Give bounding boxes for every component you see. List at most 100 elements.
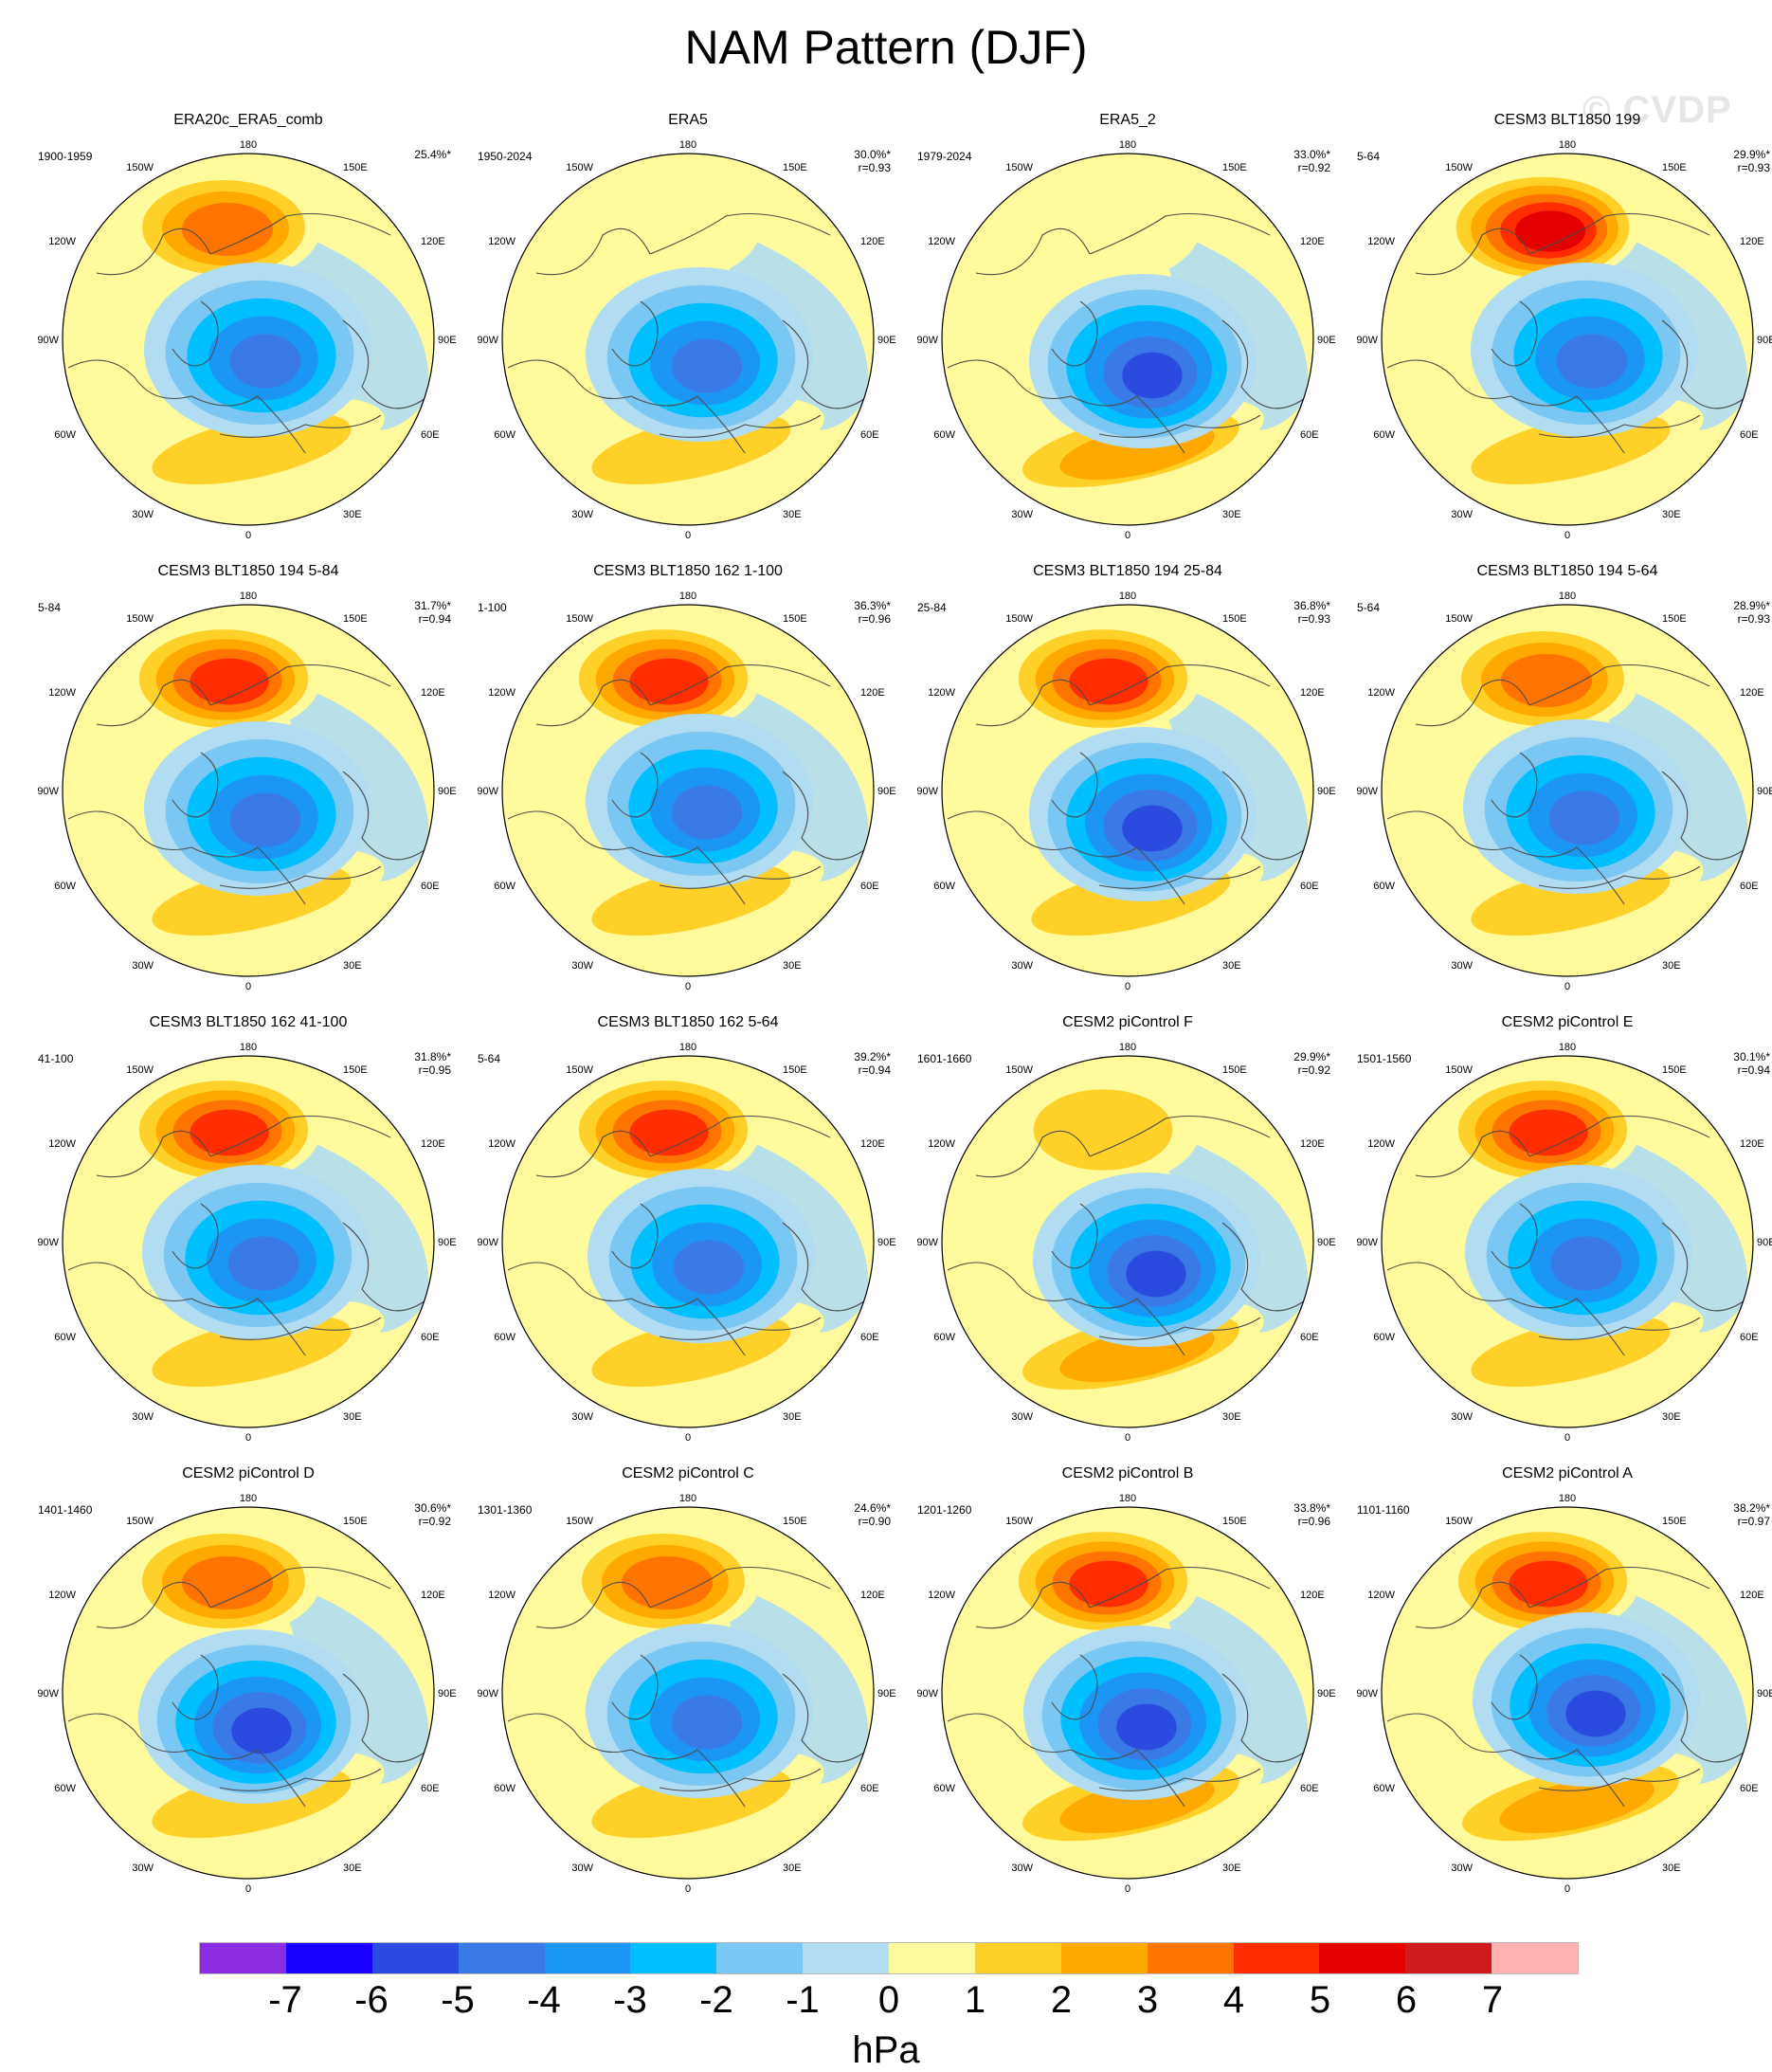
- longitude-label: 0: [245, 530, 251, 541]
- panel-stats: 29.9%* r=0.93: [1733, 148, 1770, 174]
- longitude-label: 0: [245, 1883, 251, 1895]
- longitude-label: 30W: [1451, 960, 1473, 972]
- coastline: [1089, 663, 1271, 706]
- coastline: [219, 865, 382, 889]
- longitude-label: 90W: [1356, 1688, 1378, 1699]
- coastline: [782, 771, 869, 861]
- longitude-label: 0: [1564, 981, 1570, 992]
- longitude-label: 90W: [37, 1688, 59, 1699]
- coastline: [1415, 1581, 1530, 1629]
- panel-years: 1501-1560: [1357, 1052, 1412, 1065]
- coastline: [342, 1673, 429, 1763]
- map-panel: 180 0 90W 90E 150W 120W 150E 120E 60W 30W 60E 30E CE…: [1347, 563, 1772, 999]
- map-panel: 180 0 90W 90E 150W 120W 150E 120E 60W 30W 60E 30E CE…: [468, 1465, 908, 1901]
- longitude-label: 180: [1119, 139, 1136, 151]
- colorbar-tick-label: 0: [877, 1979, 900, 2021]
- longitude-label: 90W: [37, 1237, 59, 1248]
- coastline: [1089, 1566, 1271, 1609]
- variance-percent: 33.8%*: [1293, 1501, 1330, 1515]
- polar-map: 180 0 90W 90E 150W 120W 150E 120E 60W 30W 60E 30E: [1356, 1042, 1772, 1444]
- longitude-label: 150W: [566, 1516, 593, 1527]
- longitude-label: 150W: [1445, 162, 1473, 173]
- panel-title: ERA5_2: [1099, 112, 1156, 128]
- map-panel: 180 0 90W 90E 150W 120W 150E 120E 60W 30W 60E 30E ER…: [908, 112, 1347, 548]
- map-panel: 180 0 90W 90E 150W 120W 150E 120E 60W 30W 60E 30E CE…: [908, 563, 1347, 999]
- pattern-correlation: r=0.93: [1297, 612, 1330, 626]
- panel-stats: 30.6%* r=0.92: [414, 1501, 451, 1528]
- coastline: [782, 1222, 869, 1312]
- variance-percent: 28.9%*: [1733, 599, 1770, 612]
- panel-title: CESM3 BLT1850 199: [1493, 112, 1641, 128]
- panel-stats: 31.8%* r=0.95: [414, 1050, 451, 1077]
- pattern-correlation: r=0.94: [418, 612, 451, 626]
- longitude-label: 30E: [783, 509, 802, 520]
- colorbar-box: [371, 1943, 459, 1973]
- longitude-label: 0: [1125, 981, 1130, 992]
- longitude-label: 60E: [1300, 1783, 1319, 1794]
- arctic-low-contour: [231, 1707, 292, 1754]
- colorbar-box: [1233, 1943, 1320, 1973]
- figure-title: NAM Pattern (DJF): [684, 21, 1088, 74]
- longitude-label: 90E: [1317, 1237, 1336, 1248]
- panel-stats: 36.8%* r=0.93: [1293, 599, 1330, 626]
- longitude-label: 30W: [132, 1863, 154, 1874]
- longitude-label: 180: [240, 591, 257, 602]
- variance-percent: 29.9%*: [1733, 148, 1770, 161]
- longitude-label: 180: [240, 1042, 257, 1053]
- panel-title: CESM3 BLT1850 194 5-64: [1476, 563, 1658, 579]
- variance-percent: 38.2%*: [1733, 1501, 1770, 1515]
- variance-percent: 29.9%*: [1293, 1050, 1330, 1063]
- panel-years: 5-64: [478, 1052, 501, 1065]
- polar-map: 180 0 90W 90E 150W 120W 150E 120E 60W 30W 60E 30E: [37, 1493, 456, 1895]
- pacific-high-contour: [182, 1556, 273, 1609]
- coastline: [96, 1581, 211, 1629]
- longitude-label: 0: [1564, 1432, 1570, 1444]
- longitude-label: 150E: [1222, 162, 1247, 173]
- coastline: [1070, 1298, 1185, 1356]
- colorbar-box: [630, 1943, 717, 1973]
- longitude-label: 90W: [916, 335, 938, 346]
- pacific-high-contour: [182, 203, 273, 256]
- longitude-label: 90W: [916, 786, 938, 797]
- longitude-label: 90E: [438, 786, 457, 797]
- pacific-high-contour: [190, 658, 269, 705]
- map-border: [1381, 1055, 1754, 1428]
- colorbar-tick-label: 5: [1309, 1979, 1331, 2021]
- longitude-label: 90W: [1356, 786, 1378, 797]
- longitude-label: 60E: [860, 1783, 879, 1794]
- longitude-label: 150W: [566, 162, 593, 173]
- longitude-label: 150E: [343, 613, 368, 625]
- variance-percent: 39.2%*: [854, 1050, 891, 1063]
- longitude-label: 150E: [343, 1064, 368, 1076]
- longitude-label: 60E: [860, 429, 879, 441]
- longitude-label: 30E: [1662, 509, 1681, 520]
- longitude-label: 150W: [566, 613, 593, 625]
- longitude-label: 150W: [126, 1064, 154, 1076]
- map-border: [62, 1506, 435, 1880]
- coastline: [1510, 1298, 1625, 1356]
- panel-years: 1-100: [478, 601, 507, 614]
- variance-percent: 33.0%*: [1293, 148, 1330, 161]
- polar-map: 180 0 90W 90E 150W 120W 150E 120E 60W 30W 60E 30E: [916, 591, 1335, 992]
- panel-title: CESM2 piControl A: [1502, 1465, 1633, 1481]
- longitude-label: 180: [679, 591, 696, 602]
- coastline: [219, 1768, 382, 1791]
- coastline: [1221, 319, 1309, 409]
- longitude-label: 60W: [494, 1783, 515, 1794]
- panel-stats: 38.2%* r=0.97: [1733, 1501, 1770, 1528]
- panel-stats: 33.8%* r=0.96: [1293, 1501, 1330, 1528]
- longitude-label: 120W: [48, 687, 76, 699]
- longitude-label: 120E: [1300, 236, 1325, 247]
- longitude-label: 90W: [37, 335, 59, 346]
- coastline: [1098, 1317, 1261, 1340]
- coastline: [96, 679, 211, 727]
- coastline: [1661, 771, 1748, 861]
- longitude-label: 180: [240, 1493, 257, 1504]
- polar-map: 180 0 90W 90E 150W 120W 150E 120E 60W 30W 60E 30E: [1356, 591, 1772, 992]
- panel-title: ERA20c_ERA5_comb: [173, 112, 323, 128]
- panel-years: 41-100: [38, 1052, 74, 1065]
- variance-percent: 30.1%*: [1733, 1050, 1770, 1063]
- longitude-label: 30E: [1662, 1863, 1681, 1874]
- coastline: [611, 300, 659, 367]
- longitude-label: 30W: [571, 509, 593, 520]
